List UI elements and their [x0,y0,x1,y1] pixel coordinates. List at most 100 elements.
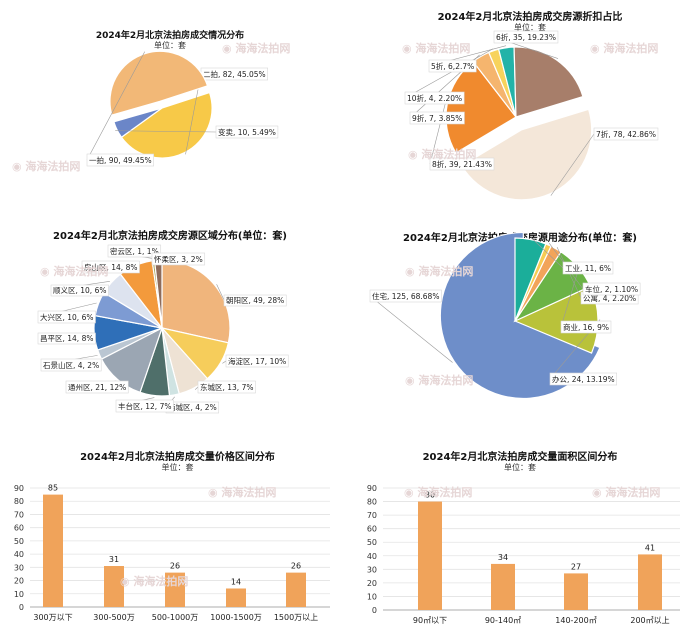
pie-chart-auction-round: 2024年2月北京法拍房成交情况分布 单位：套 二拍, 82, 45.05% 变卖… [0,0,350,210]
value-label: 85 [48,484,58,493]
label-box [493,30,559,44]
leader-line [404,48,494,99]
label-box [225,354,289,368]
bar [43,494,63,607]
y-tick-label: 50 [367,538,377,547]
label-box [429,157,495,171]
data-label: 密云区, 1, 1% [110,246,159,256]
chart-title: 2024年2月北京法拍房成交情况分布 [95,31,245,41]
y-tick-label: 80 [14,497,24,506]
x-tick-label: 90㎡以下 [413,616,447,625]
y-tick-label: 20 [367,579,377,588]
data-label: 房山区, 14, 8% [84,262,137,272]
bar [491,563,515,610]
bar [165,572,185,607]
leader-line [560,265,580,328]
label-box [549,372,617,386]
x-tick-label: 300万以下 [33,613,72,622]
y-tick-label: 10 [14,590,24,599]
label-box [81,260,140,274]
pie-chart-usage: 2024年2月北京法拍房成交房源用途分布(单位：套) 住宅, 125, 68.6… [350,215,700,425]
data-label: 7折, 78, 42.86% [596,129,656,139]
y-tick-label: 60 [14,524,24,533]
leader-line [86,51,146,161]
chart-title: 2024年2月北京法拍房成交房源折扣占比 [437,12,623,23]
x-tick-label: 300-500万 [93,613,134,622]
data-label: 车位, 2, 1.10% [585,284,638,294]
chart-title: 2024年2月北京法拍房成交房源区域分布(单位：套) [53,231,287,242]
value-label: 80 [425,491,435,500]
value-label: 27 [571,562,581,571]
pie-slice [460,108,593,201]
y-tick-label: 10 [367,592,377,601]
label-box [37,332,96,345]
data-label: 怀柔区, 3, 2% [154,254,203,264]
x-tick-label: 500-1000万 [152,613,199,622]
pie-slice [113,107,163,139]
bar [286,572,306,607]
bar-chart-area-range: 2024年2月北京法拍房成交量面积区间分布 单位：套 0 10 20 30 40 50 60… [350,440,700,635]
bar [564,573,588,610]
data-label: 昌平区, 14, 8% [40,334,93,343]
data-label: 公寓, 4, 2.20% [583,293,636,303]
data-label: 6折, 35, 19.23% [496,32,556,42]
label-box [50,284,109,297]
x-tick-label: 1000-1500万 [210,613,262,622]
label-box [404,91,465,105]
label-box [562,261,614,275]
label-box [115,399,174,413]
label-box [197,380,256,394]
label-box [86,153,154,167]
pie-slice [514,237,547,322]
label-box [37,310,96,324]
data-label: 东城区, 13, 7% [200,382,253,392]
label-box [40,358,102,372]
data-label: 朝阳区, 49, 28% [226,296,284,305]
chart-title: 2024年2月北京法拍房成交量面积区间分布 [422,452,618,463]
data-label: 住宅, 125, 68.68% [372,291,439,301]
y-tick-label: 70 [14,510,24,519]
leader-line [369,295,453,363]
data-label: 8折, 39, 21.43% [432,159,492,169]
label-box [369,289,442,303]
leader-line [194,386,199,390]
label-box [107,244,162,258]
y-tick-label: 20 [14,577,24,586]
leader-line [216,284,225,301]
bar [104,566,124,607]
data-label: 顺义区, 10, 6% [53,286,106,295]
y-tick-label: 90 [367,484,377,493]
value-label: 31 [109,555,119,564]
value-label: 41 [645,543,655,552]
pie-slice [109,50,209,116]
data-label: 9折, 7, 3.85% [412,113,462,123]
label-box [428,59,477,73]
leader-line [530,237,564,269]
bar [226,588,246,607]
label-box [151,252,206,266]
data-label: 10折, 4, 2.20% [407,93,462,103]
chart-subtitle: 单位：套 [161,463,194,472]
chart-subtitle: 单位：套 [154,41,186,50]
data-label: 商业, 16, 9% [563,322,609,332]
value-label: 34 [498,553,508,562]
label-box [560,320,612,334]
data-label: 丰台区, 12, 7% [118,401,171,411]
label-box [223,294,287,307]
data-label: 大兴区, 10, 6% [40,312,93,322]
y-tick-label: 90 [14,484,24,493]
label-box [215,125,279,139]
value-label: 26 [170,562,180,571]
leader-line [115,130,217,133]
pie-slice [120,91,213,159]
data-label: 西城区, 4, 2% [168,403,217,412]
pie-chart-district: 2024年2月北京法拍房成交房源区域分布(单位：套) 朝阳区, 49, 28% 海… [0,215,350,425]
y-tick-label: 30 [14,563,24,572]
chart-subtitle: 单位：套 [504,463,536,472]
y-tick-label: 70 [367,511,377,520]
data-label: 石景山区, 4, 2% [43,360,99,370]
data-label: 工业, 11, 6% [565,263,611,273]
y-tick-label: 80 [367,498,377,507]
data-label: 海淀区, 17, 10% [228,356,286,366]
data-label: 变卖, 10, 5.49% [218,127,276,137]
